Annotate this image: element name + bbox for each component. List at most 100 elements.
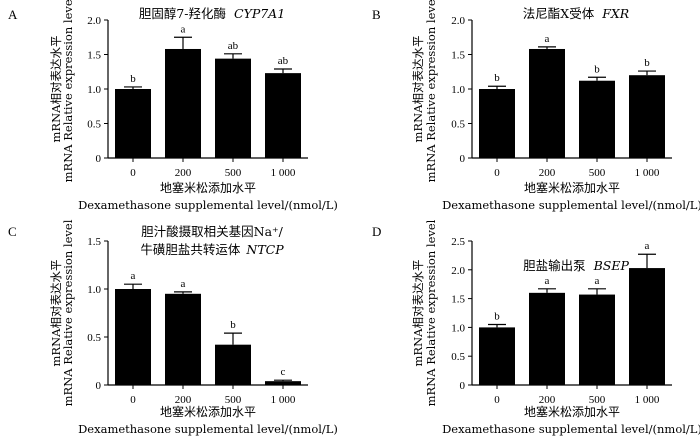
- x-axis-label-zh: 地塞米松添加水平: [524, 404, 620, 419]
- significance-label: a: [131, 270, 136, 282]
- x-tick-label: 500: [225, 167, 242, 179]
- panel-b: B 法尼酯X受体 FXR mRNA相对表达水平 mRNA Relative expres…: [372, 0, 700, 212]
- y-tick-label: 0.5: [451, 119, 465, 131]
- y-tick-label: 0: [460, 153, 466, 165]
- significance-label: b: [130, 73, 136, 85]
- y-tick-label: 0.5: [87, 119, 101, 131]
- chart-title: 胆汁酸摄取相关基因Na⁺/: [141, 224, 283, 239]
- x-tick-label: 500: [589, 394, 606, 406]
- x-tick-label: 500: [589, 167, 606, 179]
- chart-title-gene: NTCP: [245, 242, 284, 257]
- panel-d: D 胆盐输出泵 BSEP mRNA相对表达水平 mRNA Relative expres…: [372, 219, 700, 436]
- x-axis-label-en: Dexamethasone supplemental level/(nmol/L…: [442, 198, 700, 212]
- chart-title-gene: FXR: [601, 6, 629, 21]
- bar: [165, 293, 201, 385]
- significance-label: b: [594, 63, 600, 75]
- significance-label: ab: [278, 55, 289, 67]
- significance-label: ab: [228, 40, 239, 52]
- bar: [579, 80, 615, 158]
- x-tick-label: 0: [130, 394, 136, 406]
- y-tick-label: 2.5: [451, 236, 465, 248]
- panel-letter: C: [8, 224, 17, 239]
- significance-label: a: [645, 240, 650, 252]
- y-axis-label-en: mRNA Relative expression level: [61, 219, 75, 406]
- x-tick-label: 1 000: [271, 167, 296, 179]
- y-axis-label-en: mRNA Relative expression level: [61, 0, 75, 182]
- x-axis-label-zh: 地塞米松添加水平: [160, 180, 256, 195]
- x-tick-label: 0: [494, 167, 500, 179]
- chart-title-zh: 法尼酯X受体: [523, 6, 595, 21]
- chart-title-zh: 胆固醇7-羟化酶: [139, 6, 226, 21]
- y-axis-label-en: mRNA Relative expression level: [424, 0, 438, 182]
- x-tick-label: 0: [130, 167, 136, 179]
- y-tick-label: 1.5: [87, 50, 101, 62]
- x-tick-label: 1 000: [635, 167, 660, 179]
- bar: [165, 48, 201, 159]
- y-tick-label: 0: [96, 153, 102, 165]
- x-tick-label: 0: [494, 394, 500, 406]
- y-tick-label: 0: [460, 380, 466, 392]
- x-tick-label: 500: [225, 394, 242, 406]
- significance-label: a: [545, 275, 550, 287]
- bar: [529, 48, 565, 159]
- y-axis-label-zh: mRNA相对表达水平: [411, 260, 425, 367]
- x-axis-label-en: Dexamethasone supplemental level/(nmol/L…: [78, 198, 338, 212]
- x-tick-label: 1 000: [271, 394, 296, 406]
- chart-title: 法尼酯X受体 FXR: [523, 6, 629, 21]
- x-axis-label-zh: 地塞米松添加水平: [160, 404, 256, 419]
- y-tick-label: 1.0: [451, 84, 465, 96]
- bar: [265, 73, 301, 158]
- bar: [265, 381, 301, 385]
- y-axis-label-zh: mRNA相对表达水平: [411, 36, 425, 143]
- y-tick-label: 1.5: [451, 294, 465, 306]
- bar: [215, 58, 251, 158]
- significance-label: a: [545, 33, 550, 45]
- significance-label: b: [644, 57, 650, 69]
- x-tick-label: 1 000: [635, 394, 660, 406]
- panel-letter: D: [372, 224, 381, 239]
- chart-title-zh: 胆盐输出泵: [523, 258, 586, 273]
- y-tick-label: 1.0: [451, 322, 465, 334]
- x-axis-label-en: Dexamethasone supplemental level/(nmol/L…: [442, 422, 700, 436]
- chart-title-zh-line2: 牛磺胆盐共转运体: [140, 242, 241, 257]
- significance-label: b: [230, 319, 236, 331]
- chart-title-line2: 牛磺胆盐共转运体 NTCP: [140, 242, 284, 257]
- x-axis-label-zh: 地塞米松添加水平: [524, 180, 620, 195]
- y-tick-label: 2.0: [87, 15, 101, 27]
- bar: [579, 294, 615, 385]
- chart-title: 胆固醇7-羟化酶 CYP7A1: [139, 6, 285, 21]
- bar: [529, 292, 565, 385]
- y-tick-label: 0.5: [87, 332, 101, 344]
- significance-label: b: [494, 72, 500, 84]
- y-tick-label: 2.0: [451, 265, 465, 277]
- significance-label: b: [494, 311, 500, 323]
- bar: [479, 327, 515, 385]
- significance-label: a: [595, 275, 600, 287]
- x-axis-label-en: Dexamethasone supplemental level/(nmol/L…: [78, 422, 338, 436]
- bar: [479, 89, 515, 158]
- bar: [215, 344, 251, 385]
- significance-label: c: [281, 366, 286, 378]
- y-tick-label: 0.5: [451, 351, 465, 363]
- x-tick-label: 200: [175, 167, 192, 179]
- y-tick-label: 1.5: [87, 236, 101, 248]
- x-tick-label: 200: [539, 394, 556, 406]
- y-axis-label-zh: mRNA相对表达水平: [49, 36, 63, 143]
- significance-label: a: [181, 278, 186, 290]
- chart-title-gene: CYP7A1: [234, 6, 285, 21]
- bar: [629, 75, 665, 158]
- x-tick-label: 200: [175, 394, 192, 406]
- chart-title: 胆盐输出泵 BSEP: [523, 258, 629, 273]
- y-tick-label: 2.0: [451, 15, 465, 27]
- y-tick-label: 1.0: [87, 284, 101, 296]
- y-tick-label: 0: [96, 380, 102, 392]
- panel-letter: A: [8, 7, 18, 22]
- bar: [115, 289, 151, 385]
- panel-letter: B: [372, 7, 381, 22]
- panel-c: C 胆汁酸摄取相关基因Na⁺/ 牛磺胆盐共转运体 NTCP mRNA相对表达水平mRNA…: [8, 219, 338, 436]
- bar: [629, 268, 665, 385]
- y-tick-label: 1.0: [87, 84, 101, 96]
- significance-label: a: [181, 23, 186, 35]
